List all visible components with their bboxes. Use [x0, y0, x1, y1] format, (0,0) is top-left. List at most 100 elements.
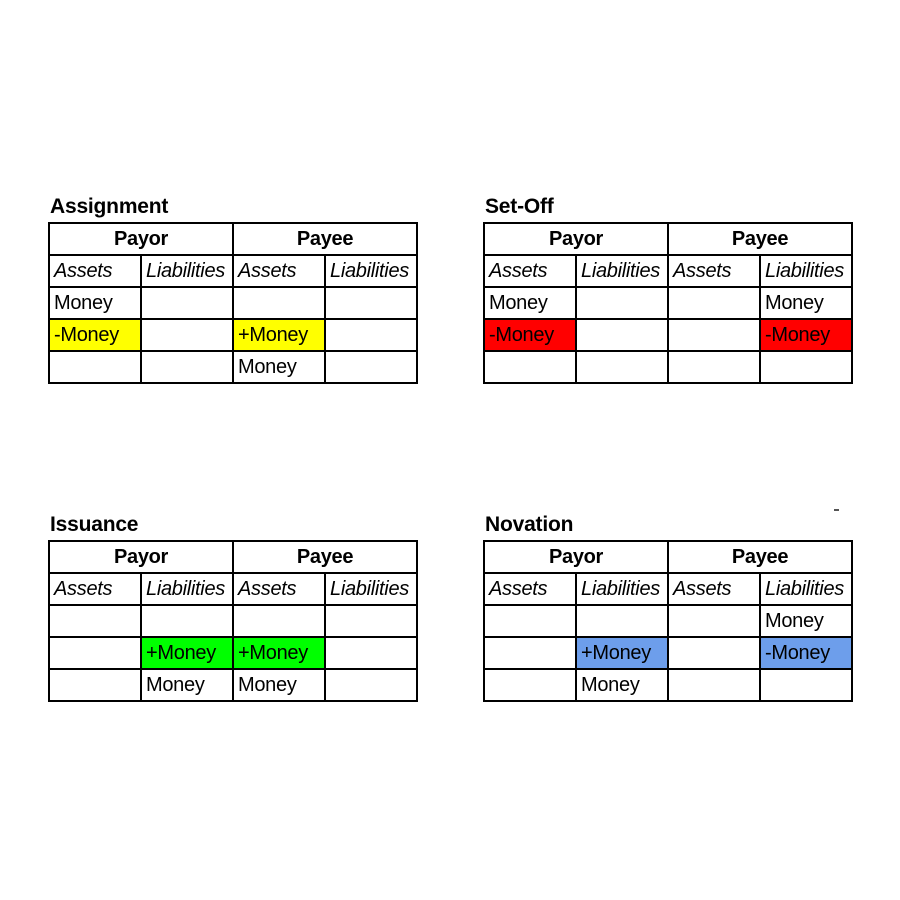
column-header-liabilities-payor: Liabilities — [140, 254, 234, 288]
cell-assignment-r2c2 — [140, 318, 234, 352]
cell-set-off-r3c2 — [575, 350, 669, 384]
balance-table-assignment: Payor Payee Assets Liabilities Assets Liabili… — [48, 222, 418, 384]
cell-novation-r1c3 — [667, 604, 761, 638]
column-group-payee: Payee — [667, 222, 853, 256]
table-section-assignment: Assignment Payor Payee Assets Liabilities As… — [48, 196, 420, 384]
column-group-payor: Payor — [48, 540, 234, 574]
cell-issuance-r1c2 — [140, 604, 234, 638]
cell-assignment-r1c3 — [232, 286, 326, 320]
table-row: Money — [483, 604, 853, 638]
table-row: -Money -Money — [483, 318, 853, 352]
table-title-issuance: Issuance — [50, 513, 139, 536]
cell-issuance-r2c1 — [48, 636, 142, 670]
table-section-issuance: Issuance Payor Payee Assets Liabilities Asse… — [48, 514, 420, 702]
cell-novation-r3c4 — [759, 668, 853, 702]
cell-set-off-r1c2 — [575, 286, 669, 320]
column-header-assets-payee: Assets — [667, 572, 761, 606]
balance-table-novation: Payor Payee Assets Liabilities Assets Liabili… — [483, 540, 853, 702]
cell-issuance-r3c4 — [324, 668, 418, 702]
cell-novation-r1c1 — [483, 604, 577, 638]
cell-set-off-r2c3 — [667, 318, 761, 352]
cell-issuance-r2c2: +Money — [140, 636, 234, 670]
column-header-liabilities-payee: Liabilities — [759, 254, 853, 288]
cell-issuance-r2c3: +Money — [232, 636, 326, 670]
table-row: Money — [48, 286, 418, 320]
column-header-row: Assets Liabilities Assets Liabilities — [48, 572, 418, 606]
table-section-novation: Novation Payor Payee Assets Liabilities Asse… — [483, 514, 855, 702]
cell-set-off-r3c4 — [759, 350, 853, 384]
table-row: Money Money — [48, 668, 418, 702]
table-section-set-off: Set-Off Payor Payee Assets Liabilities Asset… — [483, 196, 855, 384]
column-header-liabilities-payee: Liabilities — [324, 572, 418, 606]
cell-novation-r3c3 — [667, 668, 761, 702]
column-header-liabilities-payor: Liabilities — [140, 572, 234, 606]
cell-novation-r1c2 — [575, 604, 669, 638]
column-header-assets-payor: Assets — [48, 572, 142, 606]
balance-table-set-off: Payor Payee Assets Liabilities Assets Liabili… — [483, 222, 853, 384]
cell-assignment-r2c1: -Money — [48, 318, 142, 352]
column-group-payor: Payor — [48, 222, 234, 256]
cell-issuance-r1c4 — [324, 604, 418, 638]
cell-set-off-r3c3 — [667, 350, 761, 384]
cell-issuance-r1c3 — [232, 604, 326, 638]
cell-assignment-r3c2 — [140, 350, 234, 384]
cell-novation-r2c1 — [483, 636, 577, 670]
column-header-row: Assets Liabilities Assets Liabilities — [483, 254, 853, 288]
table-title-set-off: Set-Off — [485, 195, 554, 218]
cell-assignment-r2c4 — [324, 318, 418, 352]
table-row: Money — [48, 350, 418, 384]
column-header-liabilities-payee: Liabilities — [324, 254, 418, 288]
column-group-row: Payor Payee — [48, 540, 418, 574]
table-row: +Money -Money — [483, 636, 853, 670]
column-group-row: Payor Payee — [483, 222, 853, 256]
column-group-payee: Payee — [232, 540, 418, 574]
cell-assignment-r3c1 — [48, 350, 142, 384]
cell-novation-r1c4: Money — [759, 604, 853, 638]
cell-assignment-r3c4 — [324, 350, 418, 384]
column-group-row: Payor Payee — [483, 540, 853, 574]
table-title-assignment: Assignment — [50, 195, 169, 218]
cell-issuance-r3c3: Money — [232, 668, 326, 702]
column-header-assets-payor: Assets — [48, 254, 142, 288]
cell-issuance-r2c4 — [324, 636, 418, 670]
cell-set-off-r2c1: -Money — [483, 318, 577, 352]
cell-issuance-r1c1 — [48, 604, 142, 638]
column-group-payor: Payor — [483, 222, 669, 256]
cell-set-off-r1c4: Money — [759, 286, 853, 320]
table-row: Money Money — [483, 286, 853, 320]
column-group-payee: Payee — [667, 540, 853, 574]
cell-set-off-r1c3 — [667, 286, 761, 320]
cell-novation-r2c2: +Money — [575, 636, 669, 670]
column-header-assets-payee: Assets — [232, 254, 326, 288]
cell-assignment-r1c4 — [324, 286, 418, 320]
cell-assignment-r1c2 — [140, 286, 234, 320]
cell-set-off-r2c4: -Money — [759, 318, 853, 352]
table-row — [48, 604, 418, 638]
cell-assignment-r1c1: Money — [48, 286, 142, 320]
table-row: Money — [483, 668, 853, 702]
column-header-row: Assets Liabilities Assets Liabilities — [48, 254, 418, 288]
cell-set-off-r2c2 — [575, 318, 669, 352]
cell-assignment-r3c3: Money — [232, 350, 326, 384]
column-group-row: Payor Payee — [48, 222, 418, 256]
table-row: +Money +Money — [48, 636, 418, 670]
balance-table-issuance: Payor Payee Assets Liabilities Assets Liabili… — [48, 540, 418, 702]
column-header-row: Assets Liabilities Assets Liabilities — [483, 572, 853, 606]
column-header-assets-payee: Assets — [232, 572, 326, 606]
cell-issuance-r3c1 — [48, 668, 142, 702]
column-header-liabilities-payee: Liabilities — [759, 572, 853, 606]
cell-assignment-r2c3: +Money — [232, 318, 326, 352]
column-group-payor: Payor — [483, 540, 669, 574]
cell-issuance-r3c2: Money — [140, 668, 234, 702]
table-row: -Money +Money — [48, 318, 418, 352]
cell-novation-r3c2: Money — [575, 668, 669, 702]
cell-novation-r2c4: -Money — [759, 636, 853, 670]
column-header-assets-payor: Assets — [483, 254, 577, 288]
column-header-liabilities-payor: Liabilities — [575, 254, 669, 288]
cell-novation-r2c3 — [667, 636, 761, 670]
cell-set-off-r3c1 — [483, 350, 577, 384]
table-title-novation: Novation — [485, 513, 574, 536]
column-header-liabilities-payor: Liabilities — [575, 572, 669, 606]
column-header-assets-payee: Assets — [667, 254, 761, 288]
